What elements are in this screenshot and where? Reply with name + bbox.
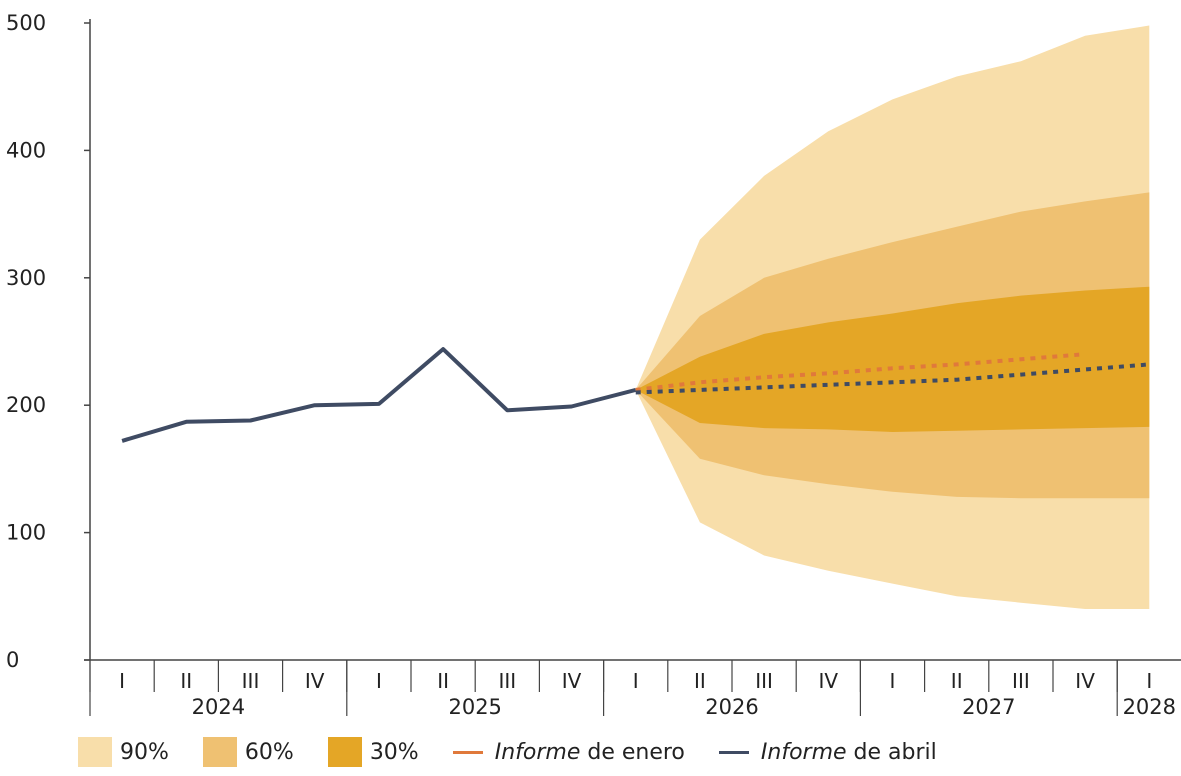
x-quarter-label: II xyxy=(694,669,706,693)
legend-swatch-90 xyxy=(78,737,112,767)
legend-label-30: 30% xyxy=(369,739,419,765)
x-year-label: 2028 xyxy=(1123,695,1176,719)
legend-line-abril xyxy=(718,750,749,754)
fan-band-30 xyxy=(635,286,1150,432)
x-quarter-label: IV xyxy=(1075,669,1095,693)
x-quarter-label: III xyxy=(1012,669,1030,693)
legend-abril-rest: de abril xyxy=(846,739,937,765)
legend-swatch-30 xyxy=(327,737,362,767)
y-tick-label: 200 xyxy=(6,393,46,417)
x-quarter-label: III xyxy=(755,669,773,693)
y-tick-label: 0 xyxy=(6,648,19,672)
y-tick-label: 400 xyxy=(6,138,46,162)
x-quarter-label: II xyxy=(180,669,192,693)
x-quarter-label: I xyxy=(119,669,125,693)
x-year-label: 2025 xyxy=(448,695,501,719)
legend: 90% 60% 30% Informe de enero Informe de … xyxy=(78,734,971,770)
legend-label-60: 60% xyxy=(244,739,294,765)
x-quarter-label: IV xyxy=(305,669,325,693)
legend-enero-italic: Informe xyxy=(494,739,581,765)
x-quarter-label: I xyxy=(890,669,896,693)
x-quarter-label: IV xyxy=(819,669,839,693)
x-quarter-label: III xyxy=(242,669,260,693)
legend-item-60: 60% xyxy=(202,737,294,767)
legend-item-abril: Informe de abril xyxy=(718,740,937,765)
x-year-label: 2024 xyxy=(192,695,245,719)
x-quarter-label: I xyxy=(376,669,382,693)
projection-abril-line xyxy=(635,362,1150,395)
legend-item-enero: Informe de enero xyxy=(452,740,685,765)
x-quarter-label: II xyxy=(951,669,963,693)
y-tick-label: 500 xyxy=(6,11,46,35)
legend-abril-italic: Informe xyxy=(760,739,847,765)
x-quarter-label: I xyxy=(633,669,639,693)
legend-line-enero xyxy=(452,750,483,754)
x-year-label: 2027 xyxy=(962,695,1015,719)
x-quarter-label: III xyxy=(498,669,516,693)
legend-label-enero: Informe de enero xyxy=(495,740,685,765)
legend-label-90: 90% xyxy=(120,739,169,765)
legend-item-30: 30% xyxy=(327,737,419,767)
x-quarter-label: IV xyxy=(562,669,582,693)
legend-enero-rest: de enero xyxy=(580,739,685,765)
x-quarter-label: II xyxy=(437,669,449,693)
legend-label-abril: Informe de abril xyxy=(761,740,937,765)
x-year-label: 2026 xyxy=(705,695,758,719)
legend-swatch-60 xyxy=(202,737,237,767)
legend-item-90: 90% xyxy=(78,737,169,767)
y-tick-label: 300 xyxy=(6,266,46,290)
historical-line xyxy=(121,347,637,443)
x-quarter-label: I xyxy=(1146,669,1152,693)
projection-enero-line xyxy=(635,352,1086,392)
y-tick-label: 100 xyxy=(6,521,46,545)
